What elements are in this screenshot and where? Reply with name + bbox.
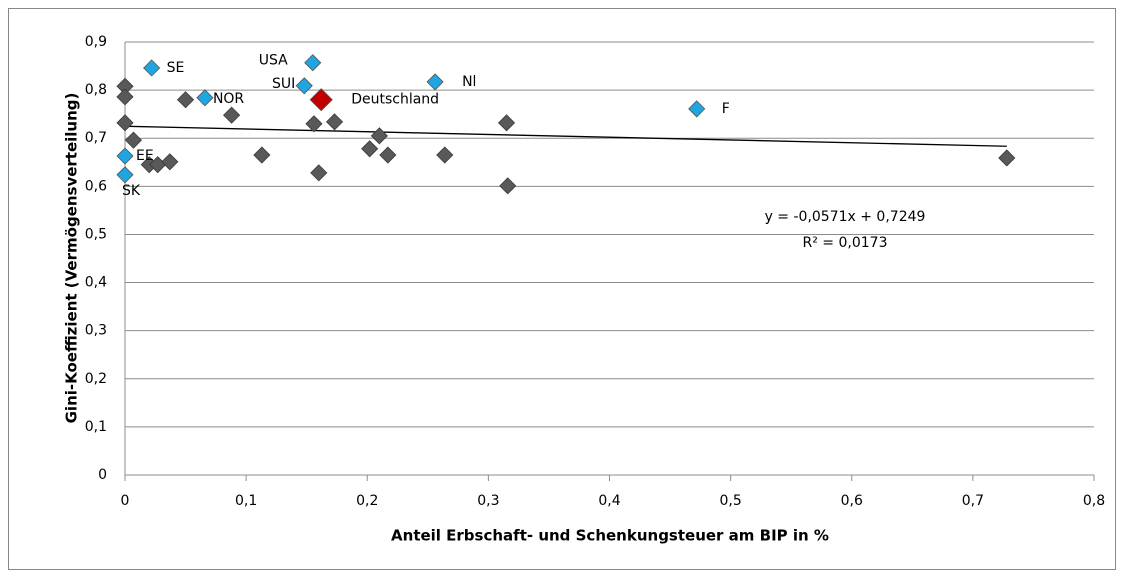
x-axis-title: Anteil Erbschaft- und Schenkungsteuer am…: [391, 527, 829, 545]
x-tick-label: 0,5: [719, 493, 741, 509]
y-tick-label: 0,5: [85, 226, 107, 242]
x-tick-label: 0,4: [598, 493, 620, 509]
y-tick-label: 0,2: [85, 371, 107, 387]
data-point: [370, 127, 388, 145]
point-label: F: [722, 101, 730, 117]
chart-frame: [8, 8, 1116, 570]
data-point: [305, 115, 323, 133]
point-label: SUI: [272, 76, 295, 92]
y-tick-label: 0,3: [85, 323, 107, 339]
trendline-r2: R² = 0,0173: [803, 235, 888, 251]
x-tick-label: 0,7: [962, 493, 984, 509]
trendline-equation: y = -0,0571x + 0,7249: [765, 209, 926, 225]
point-label: USA: [259, 53, 288, 69]
data-point: [361, 140, 379, 158]
point-label: Deutschland: [351, 92, 439, 108]
data-point: [161, 153, 179, 171]
data-point: [325, 113, 344, 131]
x-tick-label: 0,6: [841, 493, 863, 509]
data-point: [116, 166, 134, 184]
data-point: [998, 149, 1016, 167]
y-tick-label: 0: [98, 467, 107, 483]
y-tick-label: 0,4: [85, 275, 107, 291]
data-point: [497, 114, 516, 132]
y-axis-title: Gini-Koeffizient (Vermögensverteilung): [63, 93, 81, 424]
x-tick-label: 0,2: [356, 493, 378, 509]
data-point: [116, 114, 134, 132]
data-point: [426, 73, 444, 91]
data-point: [116, 147, 134, 165]
data-point: [196, 89, 214, 107]
data-point: [379, 146, 397, 164]
point-label: EE: [136, 148, 154, 164]
trendline: [124, 125, 1007, 147]
data-point: [176, 91, 195, 109]
data-point: [116, 88, 134, 106]
point-label: NOR: [213, 91, 244, 107]
y-tick-label: 0,1: [85, 419, 107, 435]
data-point: [499, 177, 517, 195]
x-tick-label: 0,1: [235, 493, 257, 509]
point-label: SK: [122, 183, 141, 199]
data-point: [309, 88, 333, 112]
point-label: Nl: [462, 74, 476, 90]
y-tick-label: 0,9: [85, 34, 107, 50]
x-tick-label: 0: [121, 493, 130, 509]
data-point: [310, 164, 328, 182]
data-point: [124, 131, 143, 149]
y-tick-label: 0,7: [85, 130, 107, 146]
data-point: [688, 100, 706, 118]
x-tick-label: 0,3: [477, 493, 499, 509]
point-label: SE: [167, 60, 185, 76]
data-point: [143, 59, 161, 77]
y-tick-label: 0,6: [85, 178, 107, 194]
x-tick-label: 0,8: [1083, 493, 1105, 509]
y-tick-label: 0,8: [85, 82, 107, 98]
data-point: [253, 146, 271, 164]
data-point: [223, 106, 241, 124]
data-point: [295, 77, 313, 95]
data-point: [304, 54, 322, 72]
data-point: [436, 146, 454, 164]
